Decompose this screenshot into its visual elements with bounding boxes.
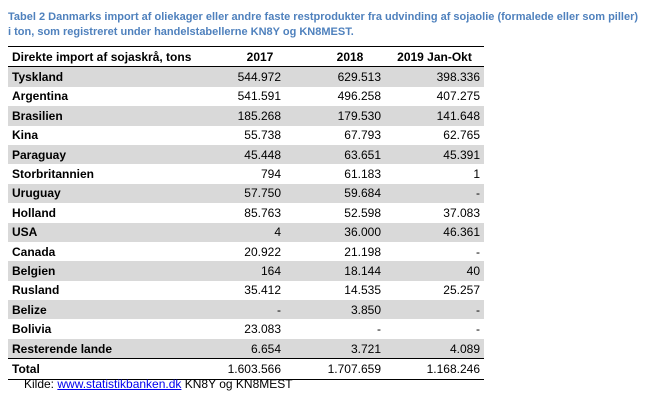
header-2017: 2017 <box>215 45 285 68</box>
value-2019-cell: 141.648 <box>385 106 484 126</box>
country-cell: Canada <box>12 244 56 259</box>
value-2019-cell: 40 <box>385 261 484 281</box>
value-2019-cell: 62.765 <box>443 128 480 143</box>
table-row: Brasilien 185.268 179.530 141.648 <box>8 106 484 126</box>
value-2019-cell: 25.257 <box>443 283 480 298</box>
table-body: Tyskland 544.972 629.513 398.336 Argentina 54… <box>8 66 484 380</box>
country-cell: USA <box>8 222 215 242</box>
value-2019-cell: 1 <box>473 167 480 182</box>
country-cell: Belgien <box>8 261 215 281</box>
value-2018-cell: 179.530 <box>285 106 385 126</box>
source-link[interactable]: www.statistikbanken.dk <box>57 377 182 391</box>
table-caption: Tabel 2 Danmarks import af oliekager ell… <box>8 11 639 38</box>
total-2019: 1.168.246 <box>385 358 484 380</box>
value-2018-cell: 21.198 <box>344 244 381 259</box>
value-2017-cell: 45.448 <box>215 144 285 165</box>
source-prefix: Kilde: <box>24 377 58 391</box>
table-row: Canada 20.922 21.198 - <box>8 242 484 261</box>
country-cell: Uruguay <box>8 183 215 204</box>
value-2017-cell: 164 <box>215 261 285 281</box>
value-2017-cell: 20.922 <box>244 244 281 259</box>
value-2017-cell: - <box>215 300 285 320</box>
table-row: Uruguay 57.750 59.684- <box>8 183 484 204</box>
header-2018: 2018 <box>285 45 385 68</box>
source-note: Kilde: www.statistikbanken.dk KN8Y og KN… <box>24 377 293 391</box>
value-2017-cell: 544.972 <box>215 66 285 87</box>
value-2018-cell: 18.144 <box>285 261 385 281</box>
table-row: Argentina 541.591 496.258 407.275 <box>8 87 484 106</box>
value-2017-cell: 23.083 <box>244 322 281 337</box>
value-2018-cell: 14.535 <box>344 283 381 298</box>
value-2017-cell: 85.763 <box>244 205 281 220</box>
value-2019-cell: 4.089 <box>385 338 484 359</box>
value-2018-cell: 629.513 <box>285 66 385 87</box>
value-2019-cell: - <box>476 322 480 337</box>
total-2017: 1.603.566 <box>215 358 285 380</box>
country-cell: Holland <box>12 205 56 220</box>
value-2019-cell: - <box>385 300 484 320</box>
value-2019-cell: 407.275 <box>436 89 480 104</box>
country-cell: Storbritannien <box>12 167 95 182</box>
country-cell: Belize <box>8 300 215 320</box>
country-cell: Rusland <box>12 283 60 298</box>
country-cell: Tyskland <box>8 66 215 87</box>
table-row: Resterende lande 6.654 3.721 4.089 <box>8 338 484 359</box>
value-2017-cell: 4 <box>215 222 285 242</box>
value-2019-cell: - <box>385 183 484 204</box>
value-2019-cell: 398.336 <box>385 66 484 87</box>
value-2018-cell: - <box>377 322 381 337</box>
source-suffix: KN8Y og KN8MEST <box>181 377 293 391</box>
value-2018-cell: 59.684 <box>285 183 385 204</box>
table-row: Rusland 35.412 14.535 25.257 <box>8 281 484 300</box>
total-label: Total <box>8 358 215 380</box>
header-2019: 2019 Jan-Okt <box>385 45 484 68</box>
value-2018-cell: 61.183 <box>344 167 381 182</box>
value-2018-cell: 63.651 <box>285 144 385 165</box>
country-cell: Paraguay <box>8 144 215 165</box>
table-row: Paraguay 45.448 63.651 45.391 <box>8 144 484 165</box>
value-2017-cell: 6.654 <box>215 338 285 359</box>
value-2019-cell: 45.391 <box>385 144 484 165</box>
value-2018-cell: 52.598 <box>344 205 381 220</box>
table-row: Bolivia 23.083 - - <box>8 319 484 338</box>
table-row: Holland 85.763 52.598 37.083 <box>8 203 484 222</box>
import-table: Direkte import af sojaskrå, tons 2017 20… <box>8 45 484 380</box>
table-row: Tyskland 544.972 629.513 398.336 <box>8 66 484 87</box>
country-cell: Brasilien <box>8 106 215 126</box>
table-row: USA 4 36.000 46.361 <box>8 222 484 242</box>
table-row: Storbritannien 794 61.183 1 <box>8 164 484 183</box>
value-2017-cell: 35.412 <box>244 283 281 298</box>
table-row: Kina 55.738 67.793 62.765 <box>8 126 484 145</box>
value-2018-cell: 36.000 <box>285 222 385 242</box>
country-cell: Kina <box>12 128 39 143</box>
value-2019-cell: - <box>476 244 480 259</box>
total-row: Total 1.603.566 1.707.659 1.168.246 <box>8 358 484 380</box>
table-row: Belgien 164 18.144 40 <box>8 261 484 281</box>
value-2018-cell: 496.258 <box>337 89 381 104</box>
value-2018-cell: 3.721 <box>285 338 385 359</box>
value-2017-cell: 57.750 <box>215 183 285 204</box>
header-row: Direkte import af sojaskrå, tons 2017 20… <box>8 45 484 68</box>
value-2017-cell: 185.268 <box>215 106 285 126</box>
total-2018: 1.707.659 <box>285 358 385 380</box>
country-cell: Argentina <box>12 89 69 104</box>
table-row: Belize -3.850- <box>8 300 484 320</box>
header-country: Direkte import af sojaskrå, tons <box>8 45 215 68</box>
value-2018-cell: 67.793 <box>344 128 381 143</box>
value-2017-cell: 794 <box>260 167 281 182</box>
value-2017-cell: 55.738 <box>244 128 281 143</box>
value-2019-cell: 37.083 <box>443 205 480 220</box>
value-2019-cell: 46.361 <box>385 222 484 242</box>
value-2018-cell: 3.850 <box>285 300 385 320</box>
country-cell: Resterende lande <box>8 338 215 359</box>
country-cell: Bolivia <box>12 322 52 337</box>
value-2017-cell: 541.591 <box>237 89 281 104</box>
